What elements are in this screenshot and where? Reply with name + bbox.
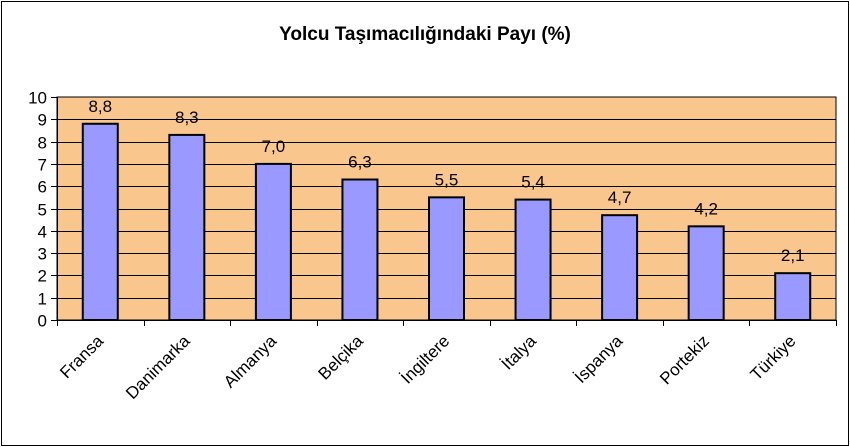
chart-title: Yolcu Taşımacılığındaki Payı (%): [279, 24, 571, 45]
category-label: Türkiye: [747, 331, 800, 384]
bar: [168, 133, 206, 321]
y-tick-label: 8: [38, 134, 47, 153]
category-label: İngiltere: [397, 331, 453, 387]
bar: [774, 272, 812, 322]
data-label: 7,0: [262, 137, 286, 156]
data-label: 5,4: [521, 173, 545, 192]
category-label: Danimarka: [122, 331, 194, 403]
y-tick-label: 2: [38, 267, 47, 286]
data-label: 8,3: [175, 108, 199, 127]
y-axis: 0 1 2 3 4 5 6 7 8 9 10: [28, 89, 58, 331]
y-tick-label: 3: [38, 245, 47, 264]
bar: [687, 225, 725, 321]
data-label: 6,3: [348, 153, 372, 172]
category-label: Portekiz: [656, 331, 713, 388]
data-label: 5,5: [435, 170, 459, 189]
data-label: 4,7: [608, 188, 632, 207]
y-tick-label: 1: [38, 290, 47, 309]
bar: [341, 178, 379, 321]
data-label: 8,8: [88, 97, 112, 116]
category-label: Almanya: [220, 331, 281, 392]
category-label: İspanya: [571, 331, 627, 387]
data-label: 2,1: [781, 246, 805, 265]
y-tick-label: 7: [38, 156, 47, 175]
y-tick-label: 5: [38, 201, 47, 220]
bar: [428, 196, 465, 322]
y-tick-label: 10: [28, 89, 47, 108]
data-label: 4,2: [694, 199, 718, 218]
category-label: İtalya: [498, 331, 541, 374]
y-tick-label: 9: [38, 111, 47, 130]
bar: [254, 162, 292, 321]
category-label: Belçika: [315, 331, 368, 384]
y-tick-label: 6: [38, 178, 47, 197]
bar: [514, 198, 552, 321]
category-label: Fransa: [56, 331, 107, 382]
bars: [81, 122, 812, 322]
y-tick-label: 4: [38, 223, 47, 242]
bar: [81, 122, 119, 322]
data-labels: 8,8 8,3 7,0 6,3 5,5 5,4 4,7 4,2 2,1: [88, 97, 804, 265]
y-tick-label: 0: [38, 312, 47, 331]
x-axis: Fransa Danimarka Almanya Belçika İngiltere İt…: [56, 320, 837, 403]
bar: [601, 214, 639, 321]
